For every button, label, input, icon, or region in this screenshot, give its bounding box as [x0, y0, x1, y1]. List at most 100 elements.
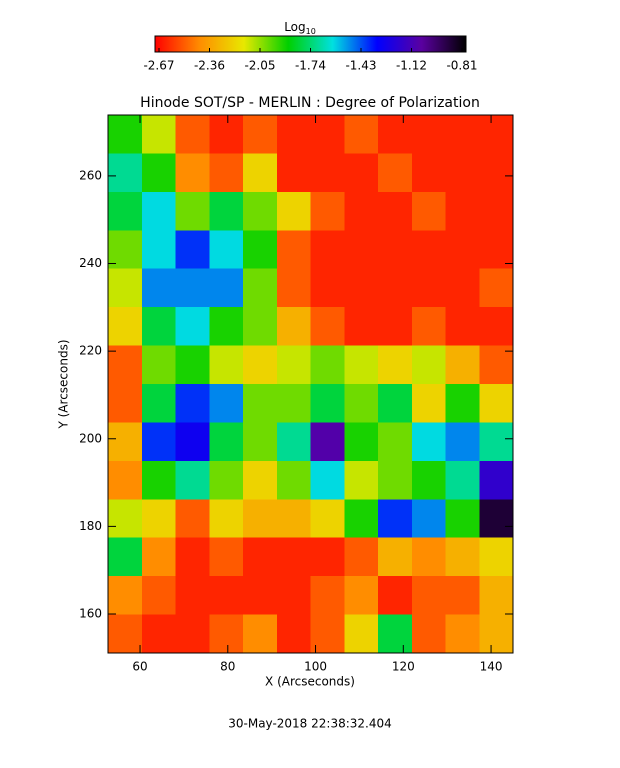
heatmap-cell: [445, 345, 480, 385]
heatmap-cell: [310, 268, 345, 308]
heatmap-cell: [276, 115, 311, 154]
heatmap-cell: [344, 191, 379, 231]
heatmap-cell: [445, 422, 480, 462]
heatmap-cell: [108, 230, 143, 270]
heatmap-cell: [276, 384, 311, 423]
heatmap-cell: [243, 115, 278, 154]
heatmap-cell: [141, 537, 176, 577]
heatmap-cell: [243, 537, 278, 577]
heatmap-cell: [243, 230, 278, 270]
heatmap-cell: [445, 191, 480, 231]
heatmap-cell: [378, 614, 413, 654]
heatmap-cell: [209, 499, 244, 539]
heatmap-cell: [276, 460, 311, 500]
heatmap-cell: [344, 268, 379, 308]
x-axis-label: X (Arcseconds): [265, 675, 355, 689]
heatmap-cell: [445, 537, 480, 577]
heatmap-cell: [209, 422, 244, 462]
x-tick-label: 120: [392, 660, 415, 674]
heatmap-cell: [276, 268, 311, 308]
heatmap-cell: [344, 153, 379, 193]
heatmap-cell: [445, 230, 480, 270]
heatmap-cell: [209, 576, 244, 616]
heatmap-cell: [243, 422, 278, 462]
heatmap-cell: [310, 115, 345, 154]
heatmap-cell: [445, 576, 480, 616]
heatmap-cell: [141, 422, 176, 462]
heatmap-cell: [411, 576, 446, 616]
heatmap-cell: [108, 537, 143, 577]
heatmap-cell: [141, 230, 176, 270]
heatmap-cell: [411, 499, 446, 539]
colorbar-tick-label: -1.12: [396, 59, 427, 73]
heatmap-cell: [310, 153, 345, 193]
heatmap-cell: [243, 499, 278, 539]
heatmap-cell: [479, 230, 514, 270]
heatmap-cell: [175, 345, 210, 385]
heatmap-cell: [141, 576, 176, 616]
heatmap-cell: [276, 537, 311, 577]
heatmap-cell: [243, 614, 278, 654]
colorbar-tick-label: -2.05: [244, 59, 275, 73]
heatmap-cell: [276, 576, 311, 616]
colorbar-tick-label: -1.43: [345, 59, 376, 73]
heatmap-cell: [310, 460, 345, 500]
heatmap-cell: [108, 460, 143, 500]
heatmap-cell: [479, 115, 514, 154]
colorbar-label: Log10: [284, 20, 316, 36]
heatmap-cell: [411, 268, 446, 308]
heatmap-cell: [175, 422, 210, 462]
heatmap-cell: [479, 345, 514, 385]
y-tick-label: 240: [79, 256, 102, 270]
heatmap-cell: [479, 268, 514, 308]
heatmap-cell: [411, 153, 446, 193]
heatmap-cell: [310, 384, 345, 423]
heatmap-cell: [175, 384, 210, 423]
colorbar-label-main: Log: [284, 20, 305, 34]
heatmap-cell: [209, 191, 244, 231]
heatmap-cell: [276, 307, 311, 347]
heatmap-cell: [243, 191, 278, 231]
heatmap-cell: [344, 307, 379, 347]
heatmap-cell: [108, 268, 143, 308]
chart-title: Hinode SOT/SP - MERLIN : Degree of Polar…: [140, 95, 480, 111]
heatmap-cell: [141, 115, 176, 154]
heatmap-cell: [378, 576, 413, 616]
x-tick-label: 100: [304, 660, 327, 674]
heatmap-cell: [209, 537, 244, 577]
x-tick-label: 140: [480, 660, 503, 674]
heatmap-cell: [141, 460, 176, 500]
heatmap-cell: [411, 115, 446, 154]
heatmap-cell: [209, 614, 244, 654]
heatmap-cell: [378, 307, 413, 347]
heatmap-cell: [378, 499, 413, 539]
heatmap-cell: [209, 153, 244, 193]
heatmap-cell: [344, 576, 379, 616]
heatmap-cell: [175, 460, 210, 500]
heatmap-cell: [108, 422, 143, 462]
heatmap-cell: [411, 307, 446, 347]
heatmap-cell: [175, 499, 210, 539]
heatmap-cell: [411, 537, 446, 577]
heatmap-cell: [209, 345, 244, 385]
y-tick-label: 220: [79, 344, 102, 358]
heatmap-cell: [445, 499, 480, 539]
y-tick-label: 200: [79, 431, 102, 445]
heatmap-cell: [141, 268, 176, 308]
heatmap-cell: [209, 268, 244, 308]
heatmap-cell: [378, 384, 413, 423]
heatmap-cell: [310, 345, 345, 385]
x-tick-label: 60: [132, 660, 147, 674]
heatmap-cell: [445, 614, 480, 654]
heatmap-cell: [411, 460, 446, 500]
heatmap-cell: [175, 307, 210, 347]
heatmap-cell: [175, 153, 210, 193]
heatmap-cell: [310, 230, 345, 270]
heatmap-cell: [445, 307, 480, 347]
heatmap-cell: [209, 115, 244, 154]
heatmap-cell: [344, 460, 379, 500]
heatmap-cell: [411, 345, 446, 385]
heatmap-cell: [276, 422, 311, 462]
heatmap-cell: [209, 307, 244, 347]
heatmap-cell: [108, 307, 143, 347]
